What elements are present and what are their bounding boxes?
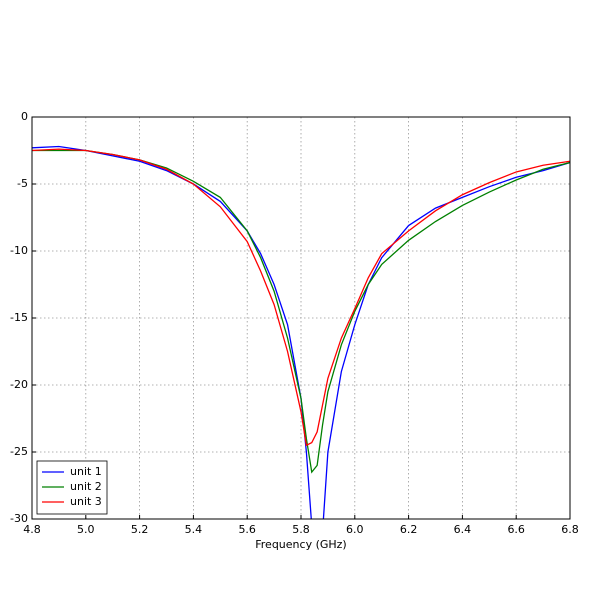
legend-label: unit 1 <box>70 465 102 478</box>
x-tick-label: 4.8 <box>23 523 41 536</box>
y-tick-label: -20 <box>10 378 28 391</box>
x-tick-label: 6.4 <box>454 523 472 536</box>
legend-label: unit 3 <box>70 495 102 508</box>
y-tick-label: -10 <box>10 244 28 257</box>
series-line <box>32 148 570 447</box>
series-line <box>32 149 570 474</box>
x-tick-label: 5.2 <box>131 523 149 536</box>
y-tick-label: 0 <box>21 110 28 123</box>
y-tick-label: -25 <box>10 445 28 458</box>
y-tick-label: -5 <box>17 177 28 190</box>
series-line <box>32 145 570 519</box>
y-tick-label: -30 <box>10 512 28 525</box>
x-tick-label: 5.8 <box>292 523 310 536</box>
x-axis-label: Frequency (GHz) <box>255 538 346 551</box>
x-tick-label: 5.4 <box>185 523 203 536</box>
x-tick-label: 6.8 <box>561 523 579 536</box>
x-tick-label: 5.6 <box>238 523 256 536</box>
x-tick-label: 5.0 <box>77 523 95 536</box>
legend-label: unit 2 <box>70 480 102 493</box>
y-tick-label: -15 <box>10 311 28 324</box>
x-tick-label: 6.6 <box>507 523 525 536</box>
x-tick-label: 6.2 <box>400 523 418 536</box>
x-tick-label: 6.0 <box>346 523 364 536</box>
